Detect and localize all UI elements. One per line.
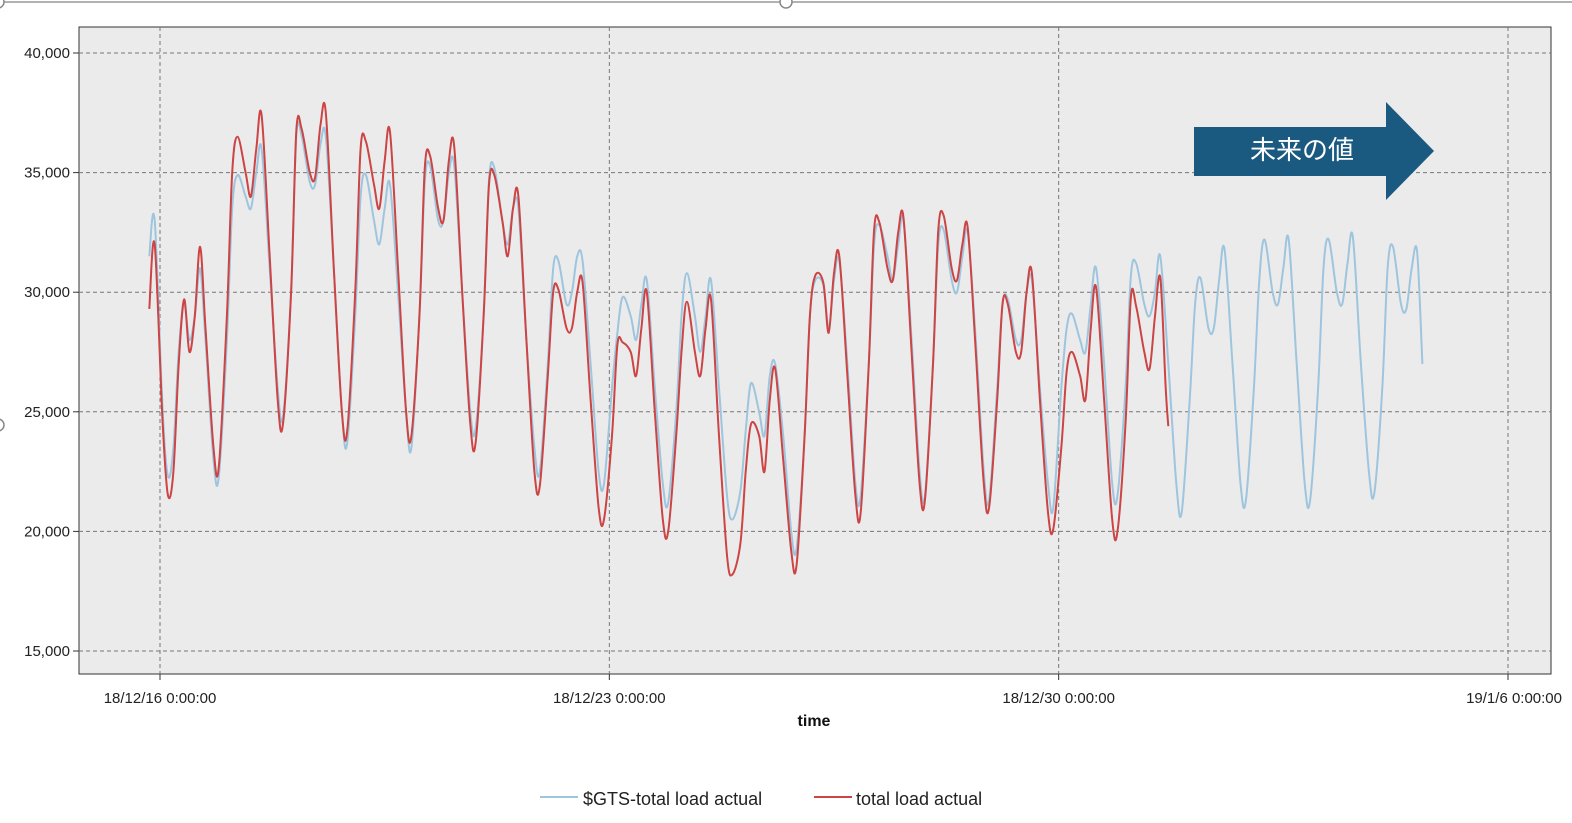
y-tick-label: 35,000 [24, 165, 70, 182]
legend-label-actual: total load actual [856, 789, 982, 809]
arrow-label: 未来の値 [1250, 136, 1354, 166]
y-tick-label: 15,000 [24, 643, 70, 660]
future-values-arrow: 未来の値 [1194, 102, 1434, 200]
y-axis: 15,000 20,000 25,000 30,000 35,000 40,000 [24, 45, 79, 660]
x-tick-label: 18/12/30 0:00:00 [1002, 690, 1115, 707]
y-tick-label: 40,000 [24, 45, 70, 62]
x-axis-title: time [798, 713, 831, 730]
top-resize-handle[interactable] [779, 0, 793, 9]
x-tick-label: 18/12/23 0:00:00 [553, 690, 666, 707]
y-tick-label: 30,000 [24, 284, 70, 301]
arrow-shape [1194, 102, 1434, 200]
y-tick-label: 20,000 [24, 523, 70, 540]
series-line-total-load-actual [148, 102, 1170, 577]
corner-resize-handle[interactable] [0, 0, 5, 9]
series-lines [148, 102, 1424, 577]
x-axis: 18/12/16 0:00:00 18/12/23 0:00:00 18/12/30… [104, 674, 1562, 707]
left-resize-handle[interactable] [0, 418, 5, 432]
legend-label-gts: $GTS-total load actual [583, 789, 762, 809]
y-tick-label: 25,000 [24, 404, 70, 421]
legend: $GTS-total load actual total load actual [540, 789, 982, 809]
x-tick-label: 18/12/16 0:00:00 [104, 690, 217, 707]
x-tick-label: 19/1/6 0:00:00 [1466, 690, 1562, 707]
